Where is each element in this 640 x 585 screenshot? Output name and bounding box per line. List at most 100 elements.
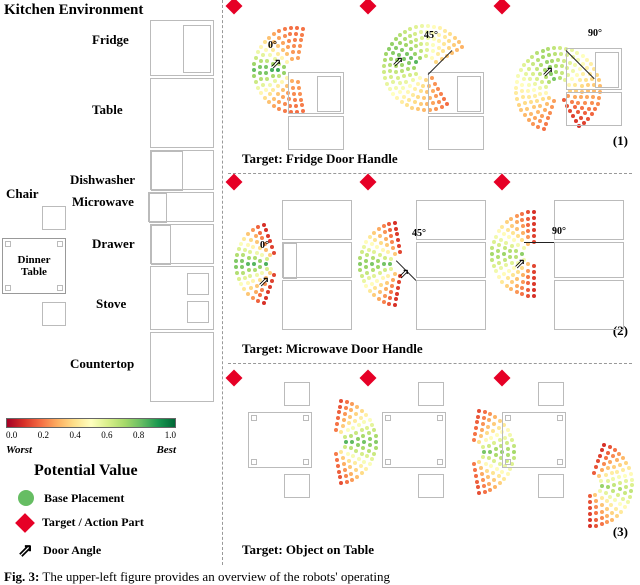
- heat-dot: [594, 518, 598, 522]
- heat-dot: [526, 210, 530, 214]
- heat-dot: [281, 41, 285, 45]
- heat-dot: [251, 296, 255, 300]
- heat-dot: [600, 448, 604, 452]
- heat-dot: [256, 86, 260, 90]
- heat-dot: [405, 103, 409, 107]
- heat-dot: [447, 39, 451, 43]
- heat-dot: [618, 502, 622, 506]
- heat-dot: [262, 223, 266, 227]
- heat-dot: [490, 252, 494, 256]
- heat-dot: [242, 237, 246, 241]
- label-microwave: Microwave: [72, 194, 134, 210]
- heat-dot: [604, 456, 608, 460]
- heat-dot: [377, 297, 381, 301]
- heat-dot: [487, 444, 491, 448]
- heat-dot: [494, 235, 498, 239]
- heat-dot: [523, 101, 527, 105]
- heat-dot: [265, 59, 269, 63]
- heat-dot: [348, 465, 352, 469]
- heat-dot: [258, 71, 262, 75]
- heat-dot: [367, 248, 371, 252]
- heat-dot: [285, 60, 289, 64]
- heat-dot: [385, 243, 389, 247]
- heat-dot: [610, 518, 614, 522]
- dinner-leg: [57, 241, 63, 247]
- heat-dot: [294, 32, 298, 36]
- heat-dot: [523, 113, 527, 117]
- heat-dot: [388, 262, 392, 266]
- heat-dot: [237, 247, 241, 251]
- heat-dot: [390, 240, 394, 244]
- p1-sub-45: 45° ⇗: [362, 0, 492, 150]
- heat-dot: [475, 480, 479, 484]
- heat-dot: [474, 426, 478, 430]
- heat-dot: [265, 257, 269, 261]
- heat-dot: [426, 24, 430, 28]
- heat-dot: [594, 524, 598, 528]
- target-diamond: [494, 174, 511, 191]
- label-fridge: Fridge: [92, 32, 129, 48]
- colorbar: 0.0 0.2 0.4 0.6 0.8 1.0 Worst Best: [6, 418, 176, 456]
- heat-dot: [594, 511, 598, 515]
- heat-dot: [486, 475, 490, 479]
- kitchen-overview: Kitchen Environment Fridge Table Dishwas…: [0, 0, 220, 565]
- heat-dot: [422, 96, 426, 100]
- heat-dot: [406, 90, 410, 94]
- heat-dot: [408, 27, 412, 31]
- heat-dot: [494, 269, 498, 273]
- door-angle-icon: ⇗: [18, 540, 33, 561]
- heat-dot: [395, 292, 399, 296]
- dinner-line2: Table: [21, 266, 47, 278]
- heat-dot: [502, 252, 506, 256]
- outline-dishwasher: [150, 150, 214, 190]
- heat-dot: [506, 228, 510, 232]
- outline-drawer-inner: [151, 225, 171, 265]
- heat-dot: [604, 491, 608, 495]
- heat-dot: [406, 67, 410, 71]
- angle-90: 90°: [552, 226, 566, 237]
- p2-sub-45: 45° ⇗: [362, 176, 492, 336]
- heat-dot: [487, 418, 491, 422]
- heat-dot: [442, 42, 446, 46]
- heat-dot: [606, 451, 610, 455]
- heat-dot: [282, 65, 286, 69]
- heat-dot: [592, 471, 596, 475]
- heat-dot: [403, 30, 407, 34]
- leg: [303, 459, 309, 465]
- appliance-outline: [554, 280, 624, 330]
- heat-dot: [240, 265, 244, 269]
- heat-dot: [615, 514, 619, 518]
- heat-dot: [514, 249, 518, 253]
- heat-dot: [541, 97, 545, 101]
- heat-dot: [520, 286, 524, 290]
- heat-dot: [484, 438, 488, 442]
- heat-dot: [386, 250, 390, 254]
- heat-dot: [519, 68, 523, 72]
- leg: [557, 459, 563, 465]
- heat-dot: [623, 474, 627, 478]
- heat-dot: [506, 276, 510, 280]
- heat-dot: [617, 452, 621, 456]
- heat-dot: [277, 107, 281, 111]
- label-dishwasher: Dishwasher: [70, 172, 135, 188]
- heat-dot: [400, 100, 404, 104]
- heat-dot: [298, 44, 302, 48]
- heat-dot: [404, 43, 408, 47]
- heat-dot: [256, 225, 260, 229]
- heat-dot: [246, 243, 250, 247]
- heat-dot: [594, 505, 598, 509]
- heat-dot: [261, 83, 265, 87]
- heat-dot: [411, 93, 415, 97]
- target-icon: [15, 513, 35, 533]
- heat-dot: [509, 217, 513, 221]
- heat-dot: [627, 466, 631, 470]
- heat-dot: [543, 108, 547, 112]
- heat-dot: [249, 238, 253, 242]
- heat-dot: [400, 48, 404, 52]
- p3-sub-c: [496, 372, 626, 532]
- figure-caption: Fig. 3: The upper-left figure provides a…: [4, 569, 636, 585]
- heat-dot: [264, 88, 268, 92]
- dinner-leg: [5, 285, 11, 291]
- heat-dot: [349, 434, 353, 438]
- heat-dot: [588, 512, 592, 516]
